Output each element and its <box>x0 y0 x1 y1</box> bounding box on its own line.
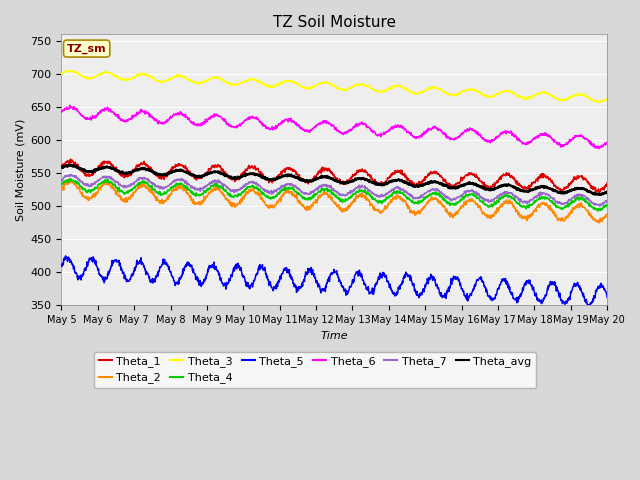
Line: Theta_7: Theta_7 <box>61 174 607 206</box>
Theta_1 <box>595 191 603 196</box>
Theta_6 <box>595 146 603 152</box>
Theta_1 <box>539 171 547 177</box>
Theta_3 <box>179 73 187 79</box>
Theta_3 <box>491 93 499 98</box>
Theta_4 <box>166 187 173 193</box>
Theta_2 <box>419 206 427 212</box>
X-axis label: Time: Time <box>321 331 348 341</box>
Theta_5 <box>61 253 69 259</box>
Theta_1 <box>419 178 427 183</box>
Theta_7 <box>241 183 248 189</box>
Theta_7 <box>491 195 499 201</box>
Theta_2 <box>491 210 499 216</box>
Theta_1 <box>58 163 65 169</box>
Theta_2 <box>241 194 248 200</box>
Theta_5 <box>179 271 187 276</box>
Theta_2 <box>595 220 603 226</box>
Theta_2 <box>65 177 73 183</box>
Text: TZ_sm: TZ_sm <box>67 44 106 54</box>
Theta_7 <box>539 191 547 197</box>
Legend: Theta_1, Theta_2, Theta_3, Theta_4, Theta_5, Theta_6, Theta_7, Theta_avg: Theta_1, Theta_2, Theta_3, Theta_4, Thet… <box>94 352 536 388</box>
Theta_1 <box>179 164 187 169</box>
Theta_2 <box>539 200 547 205</box>
Theta_avg <box>491 186 499 192</box>
Theta_4 <box>419 197 427 203</box>
Theta_5 <box>166 268 173 274</box>
Line: Theta_4: Theta_4 <box>61 179 607 211</box>
Theta_7 <box>604 199 611 205</box>
Theta_6 <box>491 137 499 143</box>
Theta_6 <box>419 131 427 137</box>
Theta_5 <box>539 299 547 304</box>
Theta_4 <box>179 182 187 188</box>
Line: Theta_3: Theta_3 <box>61 70 607 103</box>
Theta_avg <box>419 181 427 187</box>
Theta_5 <box>241 274 248 280</box>
Theta_3 <box>63 67 71 73</box>
Theta_4 <box>491 199 499 204</box>
Theta_3 <box>419 89 427 95</box>
Theta_2 <box>166 192 173 197</box>
Theta_2 <box>179 186 187 192</box>
Theta_1 <box>67 156 74 162</box>
Theta_avg <box>58 164 65 170</box>
Theta_5 <box>58 262 65 268</box>
Theta_4 <box>67 176 74 181</box>
Theta_5 <box>586 304 594 310</box>
Theta_4 <box>58 181 65 187</box>
Theta_7 <box>419 192 427 198</box>
Theta_7 <box>179 178 187 183</box>
Theta_2 <box>604 211 611 217</box>
Theta_1 <box>241 170 248 176</box>
Line: Theta_6: Theta_6 <box>61 105 607 149</box>
Theta_1 <box>491 180 499 186</box>
Theta_4 <box>241 188 248 193</box>
Theta_6 <box>58 109 65 115</box>
Theta_avg <box>598 192 605 198</box>
Y-axis label: Soil Moisture (mV): Soil Moisture (mV) <box>15 119 25 221</box>
Theta_5 <box>419 286 427 292</box>
Theta_4 <box>539 194 547 200</box>
Theta_3 <box>241 78 248 84</box>
Theta_avg <box>166 170 173 176</box>
Theta_6 <box>166 115 173 120</box>
Line: Theta_5: Theta_5 <box>61 256 607 307</box>
Line: Theta_avg: Theta_avg <box>61 165 607 195</box>
Title: TZ Soil Moisture: TZ Soil Moisture <box>273 15 396 30</box>
Theta_3 <box>596 100 604 106</box>
Theta_6 <box>241 118 248 123</box>
Theta_3 <box>604 96 611 102</box>
Theta_7 <box>166 181 173 187</box>
Theta_7 <box>58 177 65 183</box>
Line: Theta_2: Theta_2 <box>61 180 607 223</box>
Theta_2 <box>58 186 65 192</box>
Theta_avg <box>241 172 248 178</box>
Theta_7 <box>596 203 604 209</box>
Theta_avg <box>179 168 187 174</box>
Theta_avg <box>67 162 75 168</box>
Theta_6 <box>66 102 74 108</box>
Theta_4 <box>594 208 602 214</box>
Theta_3 <box>539 90 547 96</box>
Theta_1 <box>166 170 173 176</box>
Theta_6 <box>604 139 611 145</box>
Theta_4 <box>604 203 611 209</box>
Theta_7 <box>67 171 75 177</box>
Theta_5 <box>491 295 499 300</box>
Theta_6 <box>539 132 547 137</box>
Theta_5 <box>604 295 611 300</box>
Theta_3 <box>166 76 173 82</box>
Theta_avg <box>604 189 611 195</box>
Theta_avg <box>539 184 547 190</box>
Theta_3 <box>58 71 65 77</box>
Line: Theta_1: Theta_1 <box>61 159 607 193</box>
Theta_6 <box>179 113 187 119</box>
Theta_1 <box>604 180 611 186</box>
